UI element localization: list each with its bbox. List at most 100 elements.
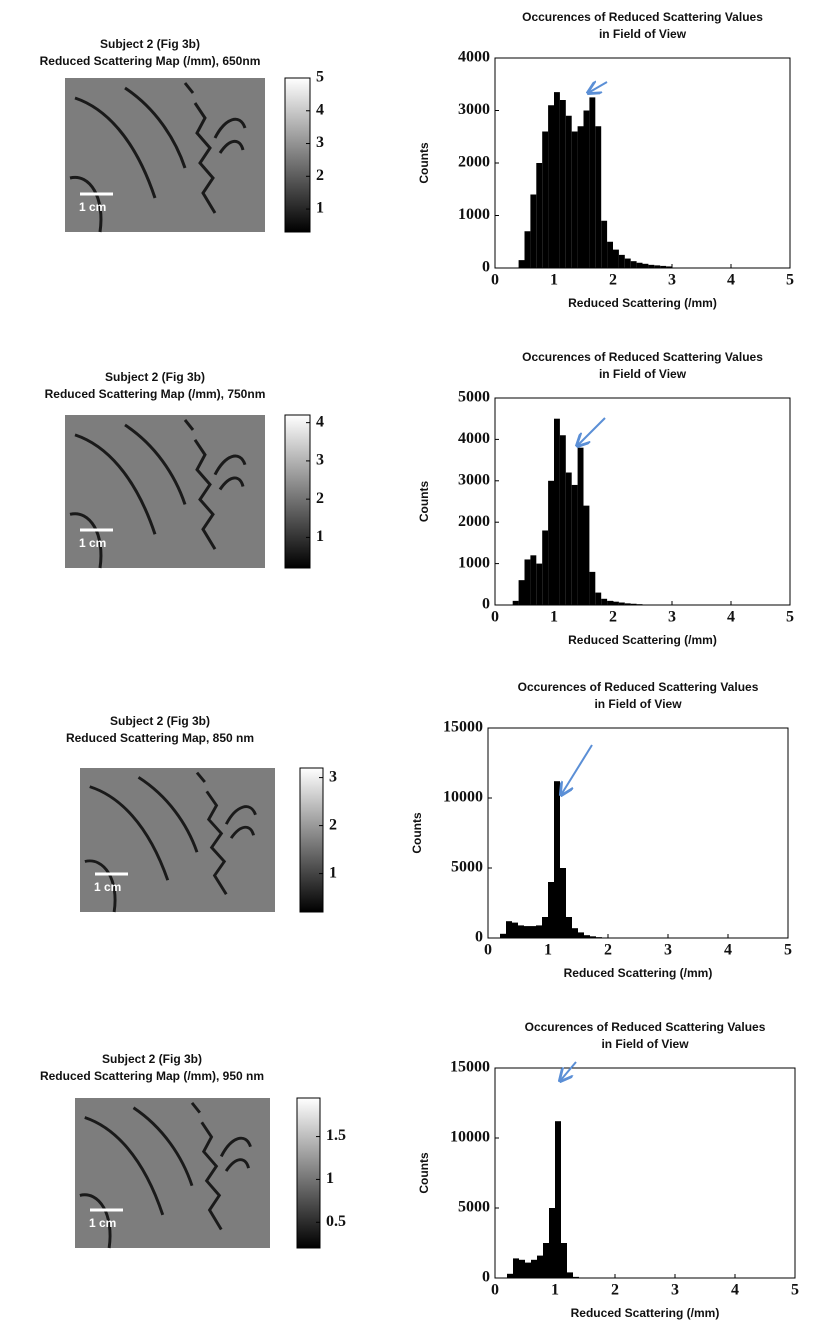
x-tick-label: 2	[611, 1282, 619, 1299]
chart-title: in Field of View	[599, 367, 687, 381]
histogram-bar	[595, 126, 602, 268]
x-tick-label: 0	[491, 1282, 499, 1299]
histogram-bar	[566, 917, 572, 938]
histogram-bar	[666, 266, 672, 268]
histogram-bar	[636, 262, 643, 268]
map-feature	[224, 1158, 250, 1172]
chart-title: in Field of View	[599, 27, 687, 41]
scale-bar-label: 1 cm	[94, 880, 121, 894]
histogram-bar	[630, 603, 637, 605]
y-tick-label: 15000	[443, 719, 483, 736]
map-feature	[205, 790, 228, 895]
histogram-bar	[601, 220, 608, 268]
colorbar-tick-label: 3	[329, 768, 337, 785]
histogram-bar	[554, 781, 560, 938]
map-title: Subject 2 (Fig 3b)	[100, 37, 200, 51]
map-feature	[193, 439, 217, 550]
x-axis-label: Reduced Scattering (/mm)	[568, 633, 717, 647]
x-tick-label: 2	[609, 609, 617, 626]
y-axis-label: Counts	[417, 481, 431, 523]
histogram-bar	[512, 600, 519, 605]
histogram-bar	[589, 97, 596, 268]
histogram-bar	[607, 600, 613, 605]
histogram-bar	[583, 110, 590, 268]
histogram-bar	[654, 265, 661, 268]
map-feature	[224, 805, 257, 825]
colorbar-tick-label: 4	[316, 413, 324, 430]
map-feature	[69, 175, 103, 233]
annotation-arrow	[577, 417, 606, 446]
map-feature	[183, 419, 195, 431]
histogram-bar	[548, 480, 554, 605]
plot-frame	[487, 727, 789, 939]
histogram-bar	[555, 1121, 561, 1278]
x-tick-label: 5	[784, 942, 792, 959]
map-feature	[74, 433, 157, 535]
histogram-bar	[572, 928, 578, 938]
histogram-bar	[500, 933, 506, 938]
x-tick-label: 2	[609, 272, 617, 289]
colorbar-tick-label: 1	[329, 864, 337, 881]
y-tick-label: 4000	[458, 430, 490, 447]
y-tick-label: 1000	[458, 206, 490, 223]
map-feature	[84, 1116, 165, 1216]
histogram-bar	[519, 1259, 525, 1278]
map-title: Subject 2 (Fig 3b)	[110, 714, 210, 728]
y-tick-label: 0	[482, 1269, 490, 1286]
histogram-bar	[530, 194, 537, 268]
map-image	[80, 768, 275, 912]
colorbar-tick-label: 3	[316, 452, 324, 469]
colorbar	[296, 1097, 321, 1249]
map-feature	[190, 1101, 201, 1114]
x-tick-label: 1	[550, 609, 558, 626]
histogram-bar	[525, 1262, 531, 1278]
x-tick-label: 4	[731, 1282, 739, 1299]
map-feature	[183, 82, 195, 94]
x-tick-label: 5	[791, 1282, 799, 1299]
histogram-bar	[549, 1208, 555, 1278]
histogram-bar	[518, 580, 525, 605]
histogram-bar	[565, 115, 572, 268]
histogram-bar	[613, 249, 619, 268]
x-tick-label: 0	[491, 609, 499, 626]
histogram-bar	[589, 571, 596, 605]
colorbar-tick-label: 4	[316, 101, 324, 118]
x-axis-label: Reduced Scattering (/mm)	[568, 296, 717, 310]
histogram-bar	[648, 264, 655, 268]
y-tick-label: 5000	[451, 859, 483, 876]
colorbar-tick-label: 1	[326, 1170, 334, 1187]
x-tick-label: 0	[491, 272, 499, 289]
histogram-bar	[595, 592, 602, 605]
map-title: Subject 2 (Fig 3b)	[105, 370, 205, 384]
x-tick-label: 1	[551, 1282, 559, 1299]
histogram-bar	[618, 602, 625, 605]
x-tick-label: 1	[550, 272, 558, 289]
histogram-bar	[660, 265, 667, 268]
map-feature	[218, 139, 245, 154]
x-axis-label: Reduced Scattering (/mm)	[564, 966, 713, 980]
colorbar-tick-label: 1	[316, 200, 324, 217]
histogram-bar	[506, 921, 512, 938]
map-feature	[137, 776, 199, 853]
chart-title: Occurences of Reduced Scattering Values	[522, 350, 763, 364]
histogram-bar	[624, 603, 631, 605]
histogram-bar	[524, 559, 531, 605]
histogram-bar	[630, 261, 637, 268]
colorbar-tick-label: 1.5	[326, 1127, 346, 1144]
map-feature	[219, 1136, 252, 1158]
x-tick-label: 3	[671, 1282, 679, 1299]
y-tick-label: 2000	[458, 513, 490, 530]
colorbar-tick-label: 0.5	[326, 1213, 346, 1230]
annotation-arrow	[561, 744, 593, 795]
histogram-bar	[536, 563, 543, 605]
colorbar-tick-label: 2	[329, 816, 337, 833]
histogram-bar	[554, 418, 560, 605]
histogram-bar	[613, 601, 619, 605]
x-tick-label: 1	[544, 942, 552, 959]
x-tick-label: 5	[786, 609, 794, 626]
histogram-bar	[583, 505, 590, 605]
map-feature	[218, 476, 245, 491]
colorbar-tick-label: 2	[316, 167, 324, 184]
histogram-bar	[518, 925, 524, 938]
colorbar-tick-label: 3	[316, 134, 324, 151]
